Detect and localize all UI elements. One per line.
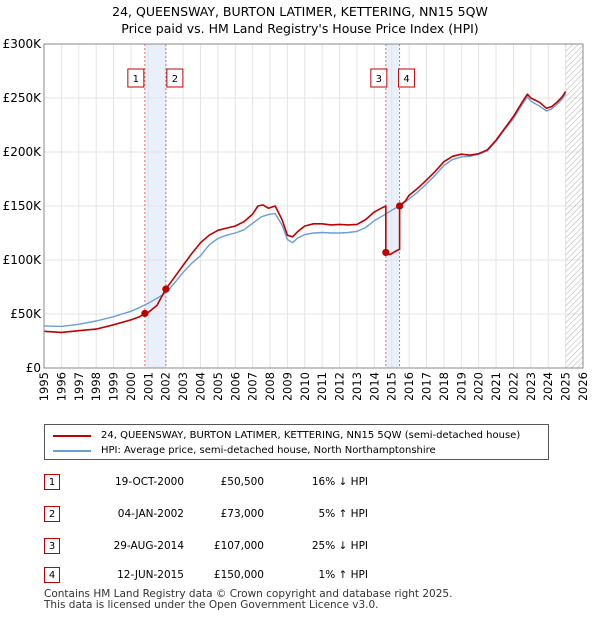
sale-hpi-diff: 16% ↓ HPI [311,476,368,488]
sale-badge: 4 [44,567,60,583]
x-tick-label: 2007 [246,372,260,400]
sale-marker-box: 4 [398,68,416,88]
attribution-line-1: Contains HM Land Registry data © Crown c… [44,588,453,600]
sale-price: £73,000 [220,508,264,520]
x-tick-label: 2013 [350,372,364,400]
sale-hpi-diff: 5% ↑ HPI [318,508,368,520]
x-tick-label: 2004 [193,372,207,400]
x-tick-label: 2021 [489,372,503,400]
sale-marker-box-frame [398,68,416,88]
legend-swatch-property [53,435,91,437]
property-price-line [43,91,567,334]
sale-badge: 3 [44,538,60,554]
x-tick-label: 1998 [89,372,103,400]
sale-date: 04-JAN-2002 [117,508,184,520]
x-tick-label: 2012 [333,372,347,400]
sale-marker-box-frame [127,68,145,88]
legend-label-property: 24, QUEENSWAY, BURTON LATIMER, KETTERING… [101,430,521,441]
sale-point [162,285,170,293]
attribution-footer: Contains HM Land Registry data © Crown c… [44,589,452,611]
future-hatch-region [565,44,583,368]
x-tick-label: 2024 [541,372,555,400]
x-tick-label: 2005 [211,372,225,400]
x-tick-label: 2009 [280,372,294,400]
sale-date: 19-OCT-2000 [115,476,184,488]
x-tick-label: 2006 [228,372,242,400]
x-tick-label: 2000 [124,372,138,400]
y-tick-label: £0 [26,361,41,375]
table-row: 1 19-OCT-2000 £50,500 16% ↓ HPI [44,474,484,492]
y-tick-label: £150K [3,199,43,213]
sale-hpi-diff: 25% ↓ HPI [311,540,368,552]
x-tick-label: 2020 [472,372,486,400]
chart-legend: 24, QUEENSWAY, BURTON LATIMER, KETTERING… [44,424,549,460]
sale-marker-box-label: 4 [403,74,409,85]
x-tick-label: 2003 [176,372,190,400]
attribution-line-2: This data is licensed under the Open Gov… [44,599,379,611]
table-row: 3 29-AUG-2014 £107,000 25% ↓ HPI [44,538,484,556]
sale-hpi-diff: 1% ↑ HPI [318,569,368,581]
x-tick-label: 2001 [141,372,155,400]
legend-swatch-hpi [53,450,91,452]
sale-marker-box: 2 [166,68,184,88]
y-tick-label: £250K [3,91,43,105]
sale-price: £50,500 [220,476,264,488]
y-tick-label: £100K [3,253,43,267]
sale-date: 12-JUN-2015 [117,569,184,581]
sale-marker-box-frame [166,68,184,88]
x-tick-label: 2017 [420,372,434,400]
sale-badge: 2 [44,506,60,522]
sale-point [141,309,149,318]
sale-marker-box-frame [370,68,388,88]
sale-price: £107,000 [213,540,264,552]
x-tick-label: 2016 [402,372,416,400]
x-tick-label: 2014 [367,372,381,400]
sale-point [382,248,390,257]
price-chart: £0 £50K £100K £150K £200K £250K £300K 1995 1996 1… [3,37,590,400]
y-tick-label: £50K [10,307,42,321]
chart-title-line-2: Price paid vs. HM Land Registry's House … [121,21,479,36]
x-tick-label: 2011 [315,372,329,400]
x-tick-label: 2002 [159,372,173,400]
sale-marker-box-label: 1 [133,74,139,85]
x-tick-label: 1999 [107,372,121,400]
sale-period-band [144,44,166,368]
x-tick-label: 2025 [559,372,573,400]
sale-marker-box: 3 [370,68,388,88]
x-tick-label: 2023 [524,372,538,400]
x-tick-label: 2010 [298,372,312,400]
chart-title-line-1: 24, QUEENSWAY, BURTON LATIMER, KETTERING… [112,4,488,19]
x-tick-label: 2008 [263,372,277,400]
table-row: 2 04-JAN-2002 £73,000 5% ↑ HPI [44,506,484,524]
x-tick-label: 2018 [437,372,451,400]
y-tick-label: £300K [3,37,43,51]
x-tick-label: 1995 [37,372,51,400]
x-tick-label: 2019 [454,372,468,400]
legend-label-hpi: HPI: Average price, semi-detached house,… [101,445,436,456]
x-tick-label: 1997 [72,372,86,400]
x-tick-label: 2026 [576,372,590,400]
sale-marker-box-label: 3 [376,74,382,85]
x-tick-label: 2015 [385,372,399,400]
sale-badge: 1 [44,474,60,490]
x-tick-label: 2022 [506,372,520,400]
sale-marker-box-label: 2 [172,74,178,85]
sale-marker-box: 1 [127,68,145,88]
sale-point [395,202,404,210]
sale-date: 29-AUG-2014 [113,540,184,552]
sale-period-band [385,44,400,368]
plot-frame [43,43,584,369]
sale-price: £150,000 [213,569,264,581]
chart-title: 24, QUEENSWAY, BURTON LATIMER, KETTERING… [0,3,600,37]
table-row: 4 12-JUN-2015 £150,000 1% ↑ HPI [44,567,484,585]
y-tick-label: £200K [3,145,43,159]
x-tick-label: 1996 [54,372,68,400]
